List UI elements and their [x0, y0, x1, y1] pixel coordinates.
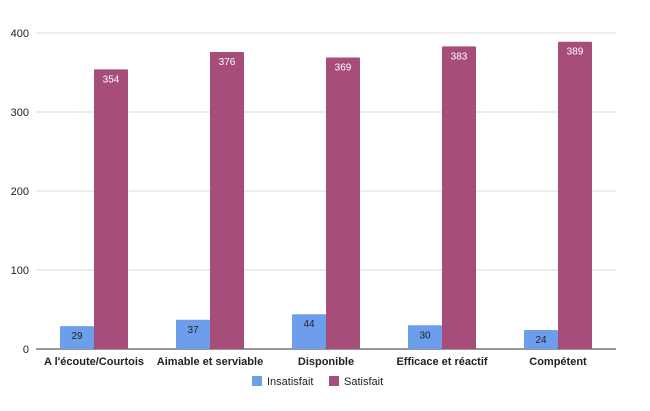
data-label: 376	[219, 57, 236, 68]
bars	[60, 41, 592, 350]
legend-label: Satisfait	[344, 376, 383, 388]
x-category-label: A l'écoute/Courtois	[44, 356, 144, 368]
data-label: 24	[535, 335, 547, 346]
y-tick-label: 100	[11, 265, 29, 277]
legend-label: Insatisfait	[267, 376, 313, 388]
data-label: 354	[103, 74, 120, 85]
data-label: 369	[335, 62, 352, 73]
bar-satisfait	[442, 46, 476, 350]
x-category-label: Aimable et serviable	[157, 356, 263, 368]
y-tick-label: 400	[11, 28, 29, 40]
data-label: 383	[451, 51, 468, 62]
bar-insatisfait	[60, 326, 94, 349]
x-category-label: Disponible	[298, 356, 354, 368]
legend-swatch	[252, 376, 262, 386]
bar-insatisfait	[408, 325, 442, 349]
data-label: 37	[187, 325, 199, 336]
bar-satisfait	[558, 41, 592, 349]
legend-swatch	[329, 376, 339, 386]
legend: Insatisfait Satisfait	[252, 376, 383, 388]
y-tick-label: 200	[11, 186, 29, 198]
bar-insatisfait	[292, 314, 326, 349]
bar-satisfait	[94, 69, 128, 349]
data-label: 30	[419, 330, 431, 341]
x-axis-categories: A l'écoute/Courtois Aimable et serviable D…	[44, 356, 587, 368]
x-category-label: Compétent	[529, 356, 587, 368]
data-labels: 29 354 37 376 44 369 30 383 24 389	[71, 47, 583, 346]
bar-satisfait	[210, 51, 244, 350]
bar-satisfait	[326, 57, 360, 350]
y-tick-label: 300	[11, 107, 29, 119]
x-category-label: Efficace et réactif	[396, 356, 487, 368]
bar-insatisfait	[176, 319, 210, 349]
data-label: 29	[71, 331, 83, 342]
bar-insatisfait	[524, 330, 558, 349]
y-axis-ticks: 0 100 200 300 400	[11, 28, 29, 356]
data-label: 389	[567, 47, 584, 58]
data-label: 44	[303, 319, 315, 330]
y-tick-label: 0	[23, 344, 29, 356]
